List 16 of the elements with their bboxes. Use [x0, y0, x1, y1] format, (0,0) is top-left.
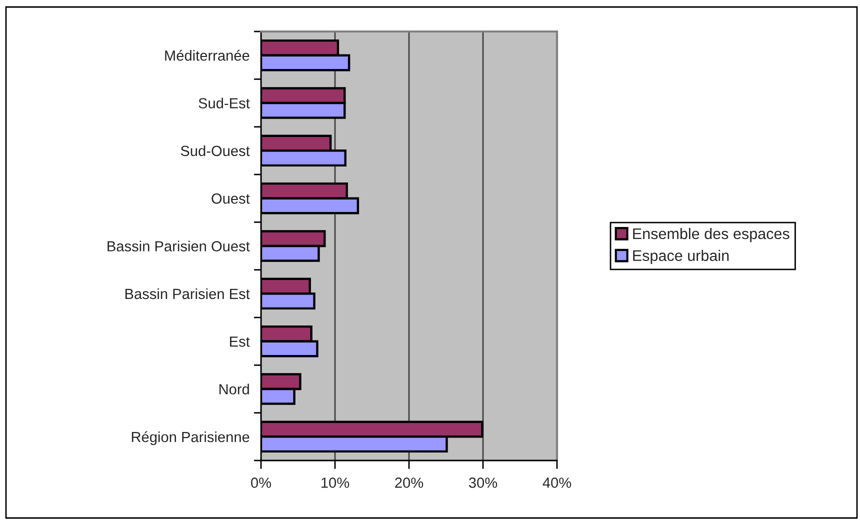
y-tick-label: Nord [219, 384, 249, 394]
x-tick-label: 0% [251, 478, 272, 488]
legend-label: Ensemble des espaces [633, 228, 790, 242]
y-tick-label: Bassin Parisien Ouest [108, 240, 250, 252]
y-tick-label: Sud-Est [198, 98, 250, 108]
x-tick-label: 40% [542, 478, 572, 488]
y-tick-label: Méditerranée [165, 50, 250, 61]
y-tick-label: Est [230, 336, 250, 347]
y-tick-label: Région Parisienne [132, 431, 250, 446]
legend-label: Espace urbain [633, 250, 729, 264]
y-tick-label: Bassin Parisien Est [125, 288, 250, 300]
x-tick-label: 10% [322, 478, 350, 488]
x-tick-label: 20% [395, 478, 424, 488]
x-tick-label: 30% [468, 478, 498, 488]
y-tick-label: Sud-Ouest [180, 145, 250, 156]
y-tick-label: Ouest [212, 193, 250, 204]
